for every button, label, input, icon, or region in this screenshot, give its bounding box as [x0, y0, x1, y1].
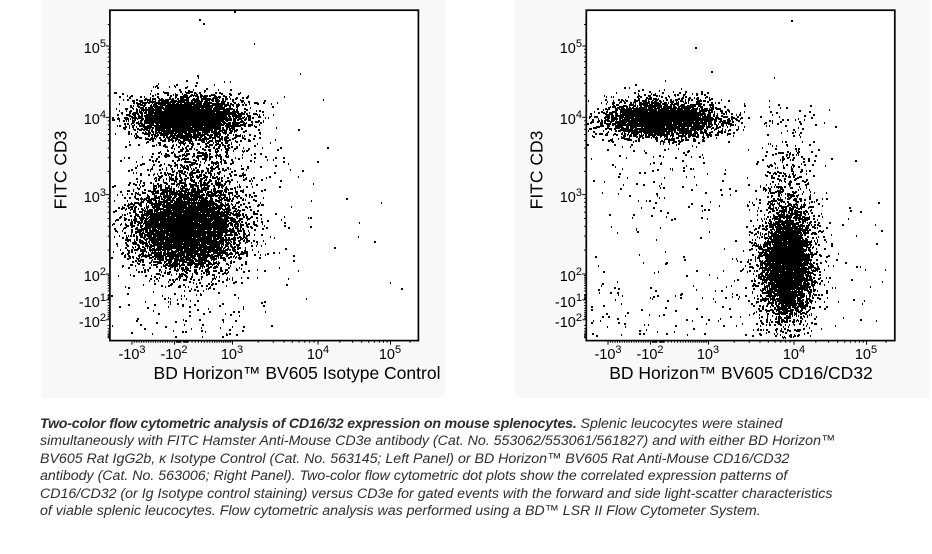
- svg-text:FITC CD3: FITC CD3: [527, 131, 547, 210]
- svg-text:105: 105: [560, 38, 582, 57]
- svg-text:FITC CD3: FITC CD3: [51, 131, 71, 210]
- svg-text:-102: -102: [79, 312, 106, 331]
- svg-text:BD Horizon™ BV605 CD16/CD32: BD Horizon™ BV605 CD16/CD32: [609, 363, 873, 383]
- svg-text:-103: -103: [118, 344, 145, 363]
- svg-text:-101: -101: [79, 292, 106, 311]
- svg-text:-102: -102: [636, 344, 663, 363]
- svg-text:-101: -101: [555, 292, 582, 311]
- svg-text:BD Horizon™ BV605 Isotype Cont: BD Horizon™ BV605 Isotype Control: [154, 363, 441, 383]
- svg-text:102: 102: [560, 266, 582, 285]
- svg-text:-102: -102: [160, 344, 187, 363]
- svg-text:-103: -103: [594, 344, 621, 363]
- svg-text:-102: -102: [555, 312, 582, 331]
- svg-text:103: 103: [560, 187, 582, 206]
- svg-text:103: 103: [84, 187, 106, 206]
- svg-text:105: 105: [84, 38, 106, 57]
- svg-text:104: 104: [84, 109, 106, 128]
- svg-text:104: 104: [560, 109, 582, 128]
- svg-text:102: 102: [84, 266, 106, 285]
